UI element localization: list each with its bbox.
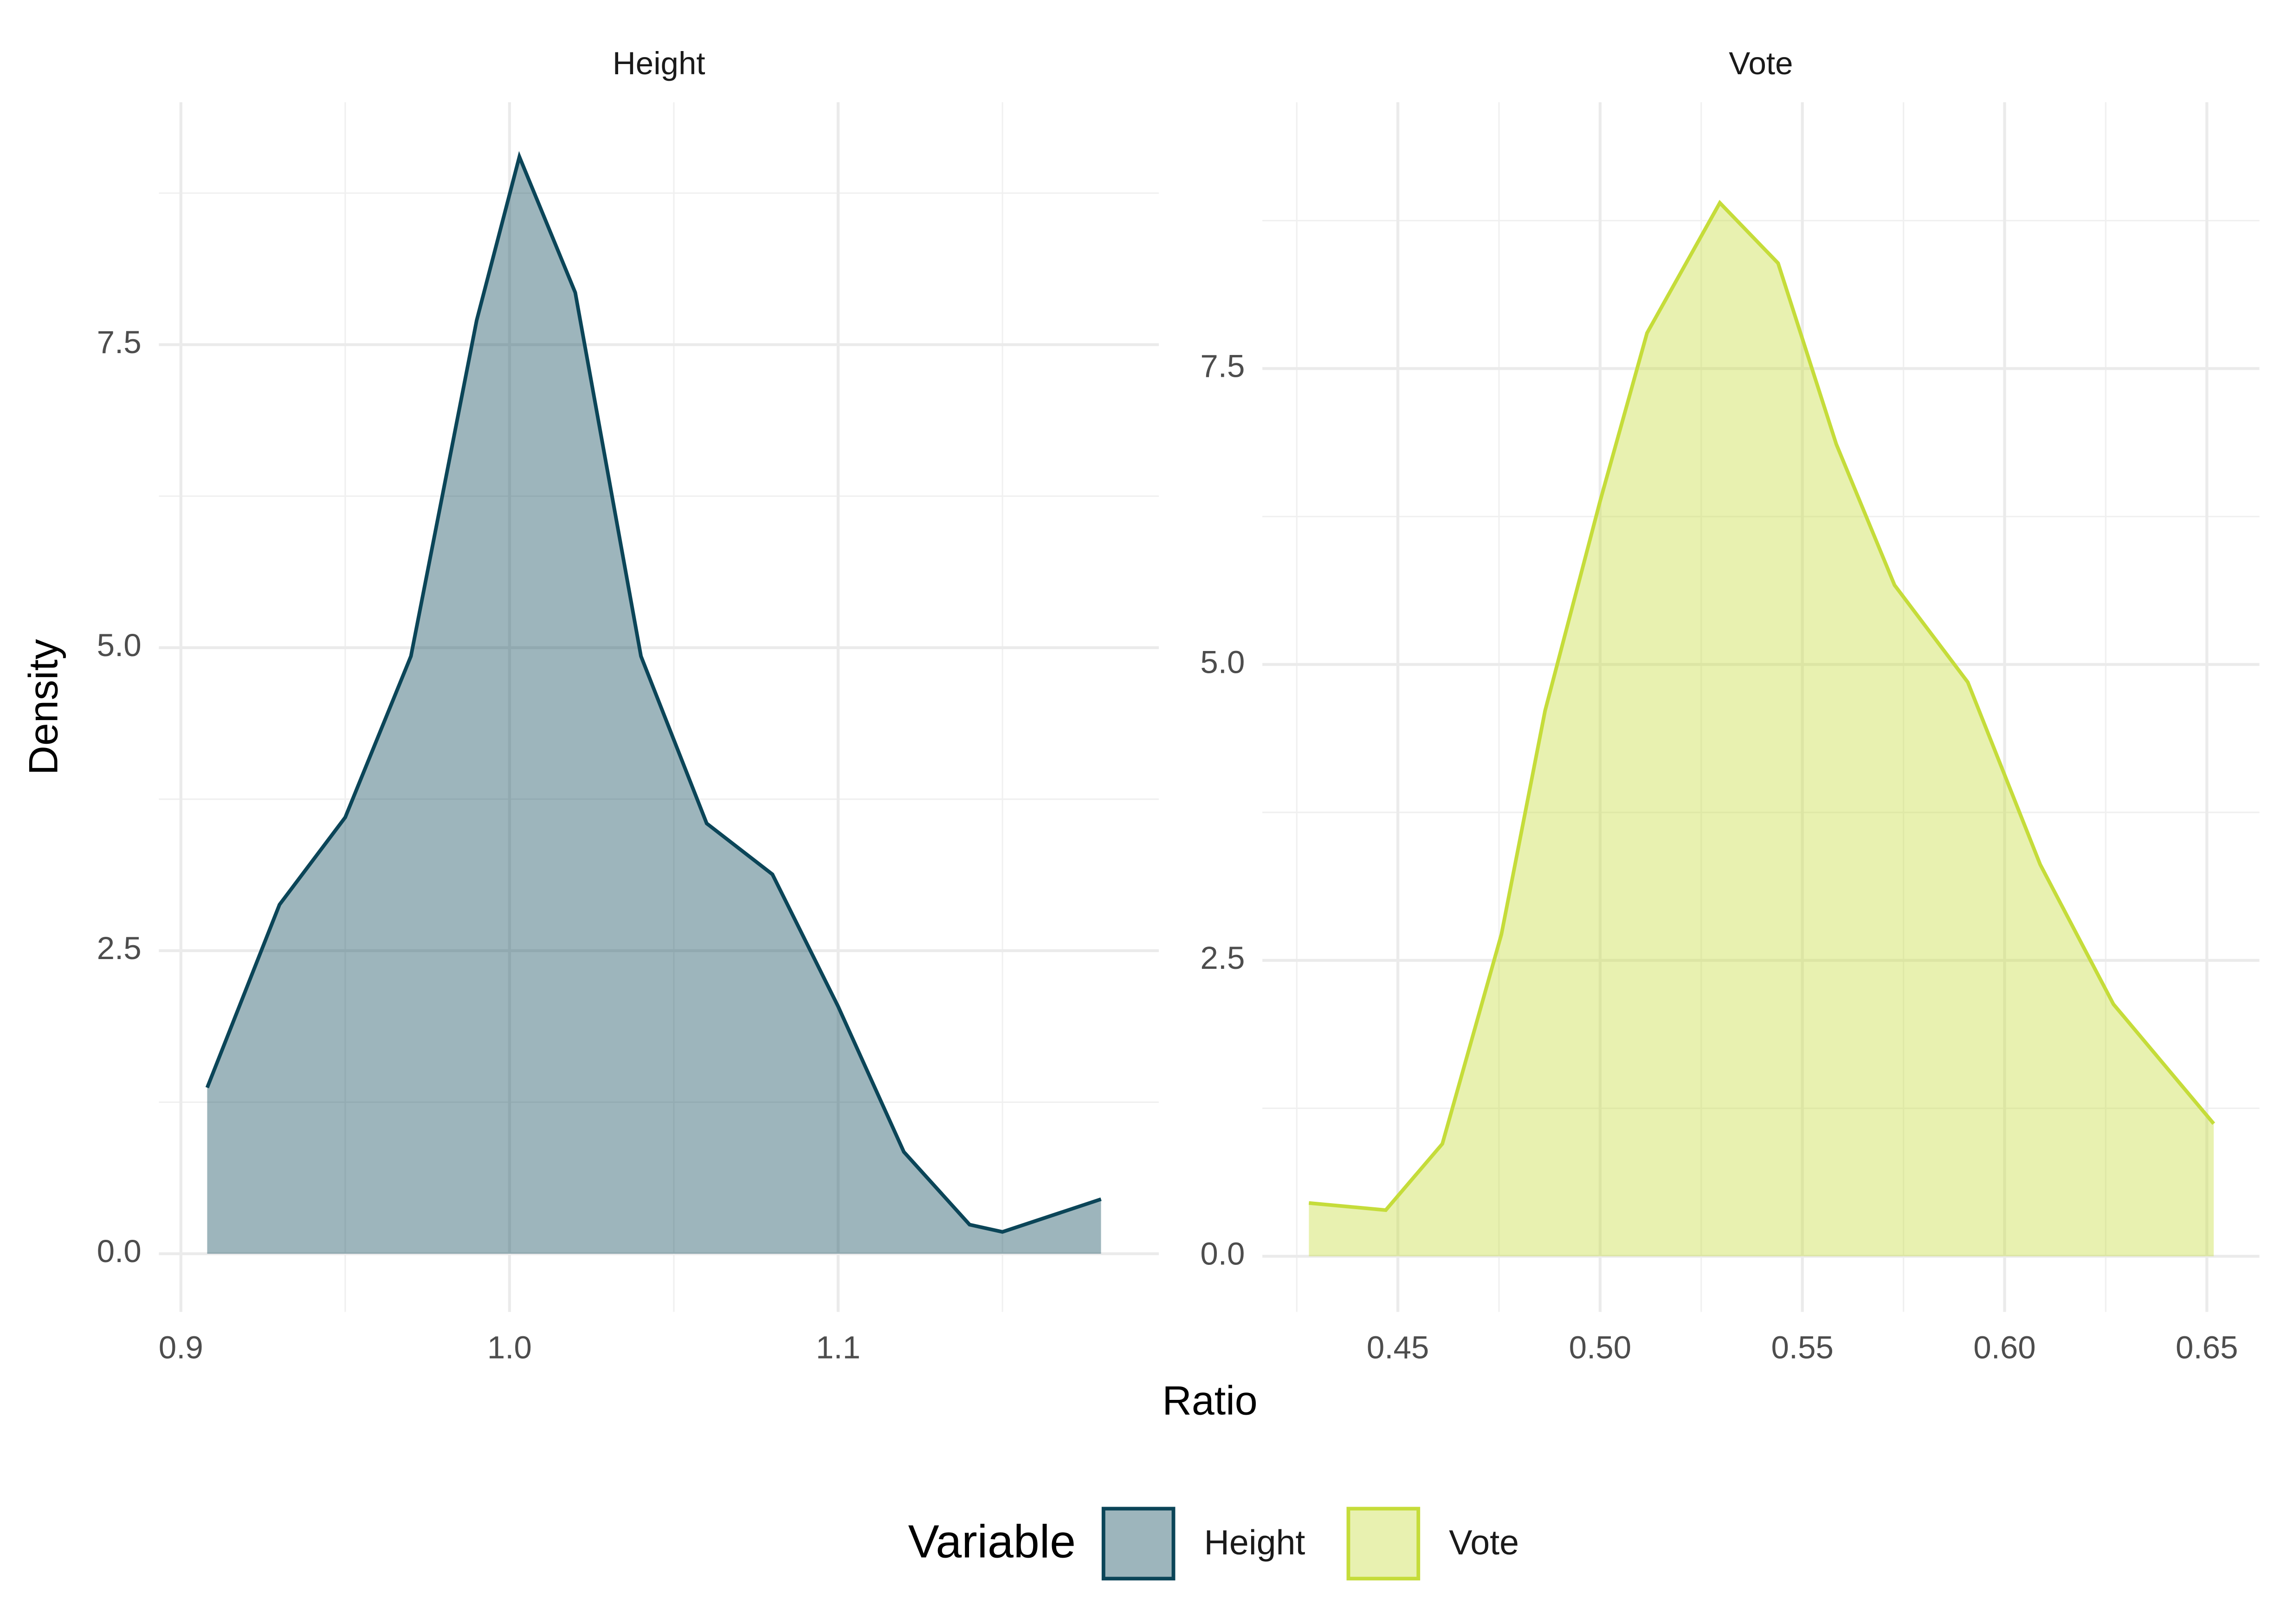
- legend-label: Vote: [1449, 1523, 1519, 1562]
- facet-title: Height: [613, 45, 705, 81]
- y-tick-label: 5.0: [97, 627, 142, 663]
- legend-swatch: [1101, 1507, 1176, 1581]
- x-tick-label: 0.65: [2176, 1329, 2238, 1365]
- x-tick-label: 1.1: [816, 1329, 860, 1365]
- x-tick-label: 0.45: [1367, 1329, 1429, 1365]
- y-tick-label: 7.5: [97, 324, 142, 360]
- density-line: [205, 151, 1102, 1234]
- y-tick-label: 0.0: [1200, 1236, 1245, 1272]
- density-line: [1309, 200, 2216, 1212]
- legend-swatch: [1346, 1507, 1421, 1581]
- y-tick-label: 0.0: [97, 1233, 142, 1269]
- legend-label: Height: [1204, 1523, 1305, 1562]
- y-tick-label: 5.0: [1200, 644, 1245, 680]
- y-tick-label: 2.5: [1200, 940, 1245, 976]
- density-area: [207, 156, 1101, 1254]
- x-tick-label: 0.55: [1771, 1329, 1833, 1365]
- y-tick-label: 2.5: [97, 930, 142, 966]
- legend-title: Variable: [908, 1515, 1076, 1567]
- facet-title: Vote: [1729, 45, 1793, 81]
- x-tick-label: 0.50: [1569, 1329, 1631, 1365]
- density-area: [1309, 203, 2214, 1257]
- y-tick-label: 7.5: [1200, 348, 1245, 384]
- x-tick-label: 1.0: [487, 1329, 532, 1365]
- x-tick-label: 0.9: [159, 1329, 203, 1365]
- x-axis-title: Ratio: [1162, 1377, 1257, 1423]
- y-axis-title: Density: [20, 639, 66, 775]
- x-tick-label: 0.60: [1973, 1329, 2035, 1365]
